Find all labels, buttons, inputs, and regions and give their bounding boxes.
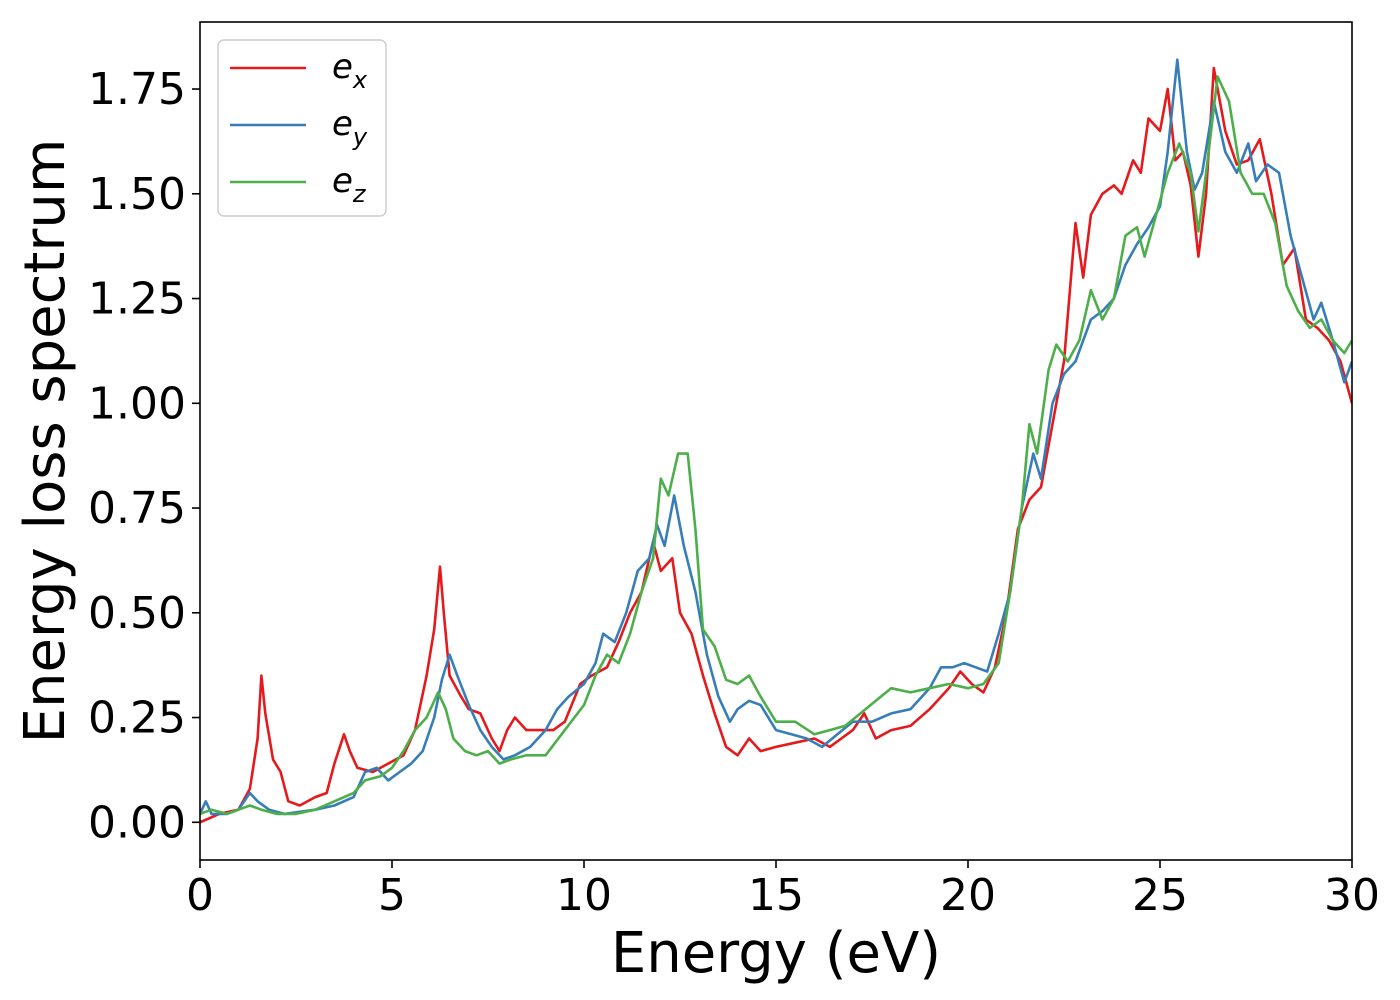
x-tick-label: 5: [378, 870, 406, 921]
series-line-y: [200, 58, 1352, 816]
y-tick-label: 0.00: [88, 797, 186, 848]
ticks-layer: 0 5 10 15 20 25 30 0.00 0.25 0.50 0.75 1.00 1.25 1.50…: [88, 64, 1380, 921]
series-line-z: [200, 75, 1352, 816]
y-tick-label: 0.50: [88, 588, 186, 639]
y-axis-label: Energy loss spectrum: [13, 139, 78, 744]
x-tick-label: 10: [556, 870, 612, 921]
y-tick-label: 1.25: [88, 274, 186, 325]
legend-label-y: ey: [332, 104, 368, 151]
x-axis-label: Energy (eV): [611, 921, 941, 986]
x-tick-label: 0: [186, 870, 214, 921]
x-tick-label: 25: [1132, 870, 1188, 921]
y-tick-label: 1.00: [88, 378, 186, 429]
y-tick-label: 1.75: [88, 64, 186, 115]
legend-box: [217, 39, 387, 217]
y-tick-label: 0.75: [88, 483, 186, 534]
legend-label-z: ez: [332, 161, 367, 208]
series-layer: [200, 58, 1352, 824]
x-tick-label: 20: [940, 870, 996, 921]
x-tick-label: 30: [1324, 870, 1380, 921]
y-tick-label: 1.50: [88, 169, 186, 220]
legend: ex ey ez: [217, 39, 387, 217]
y-tick-label: 0.25: [88, 693, 186, 744]
legend-label-x: ex: [332, 47, 368, 94]
x-tick-label: 15: [748, 870, 804, 921]
